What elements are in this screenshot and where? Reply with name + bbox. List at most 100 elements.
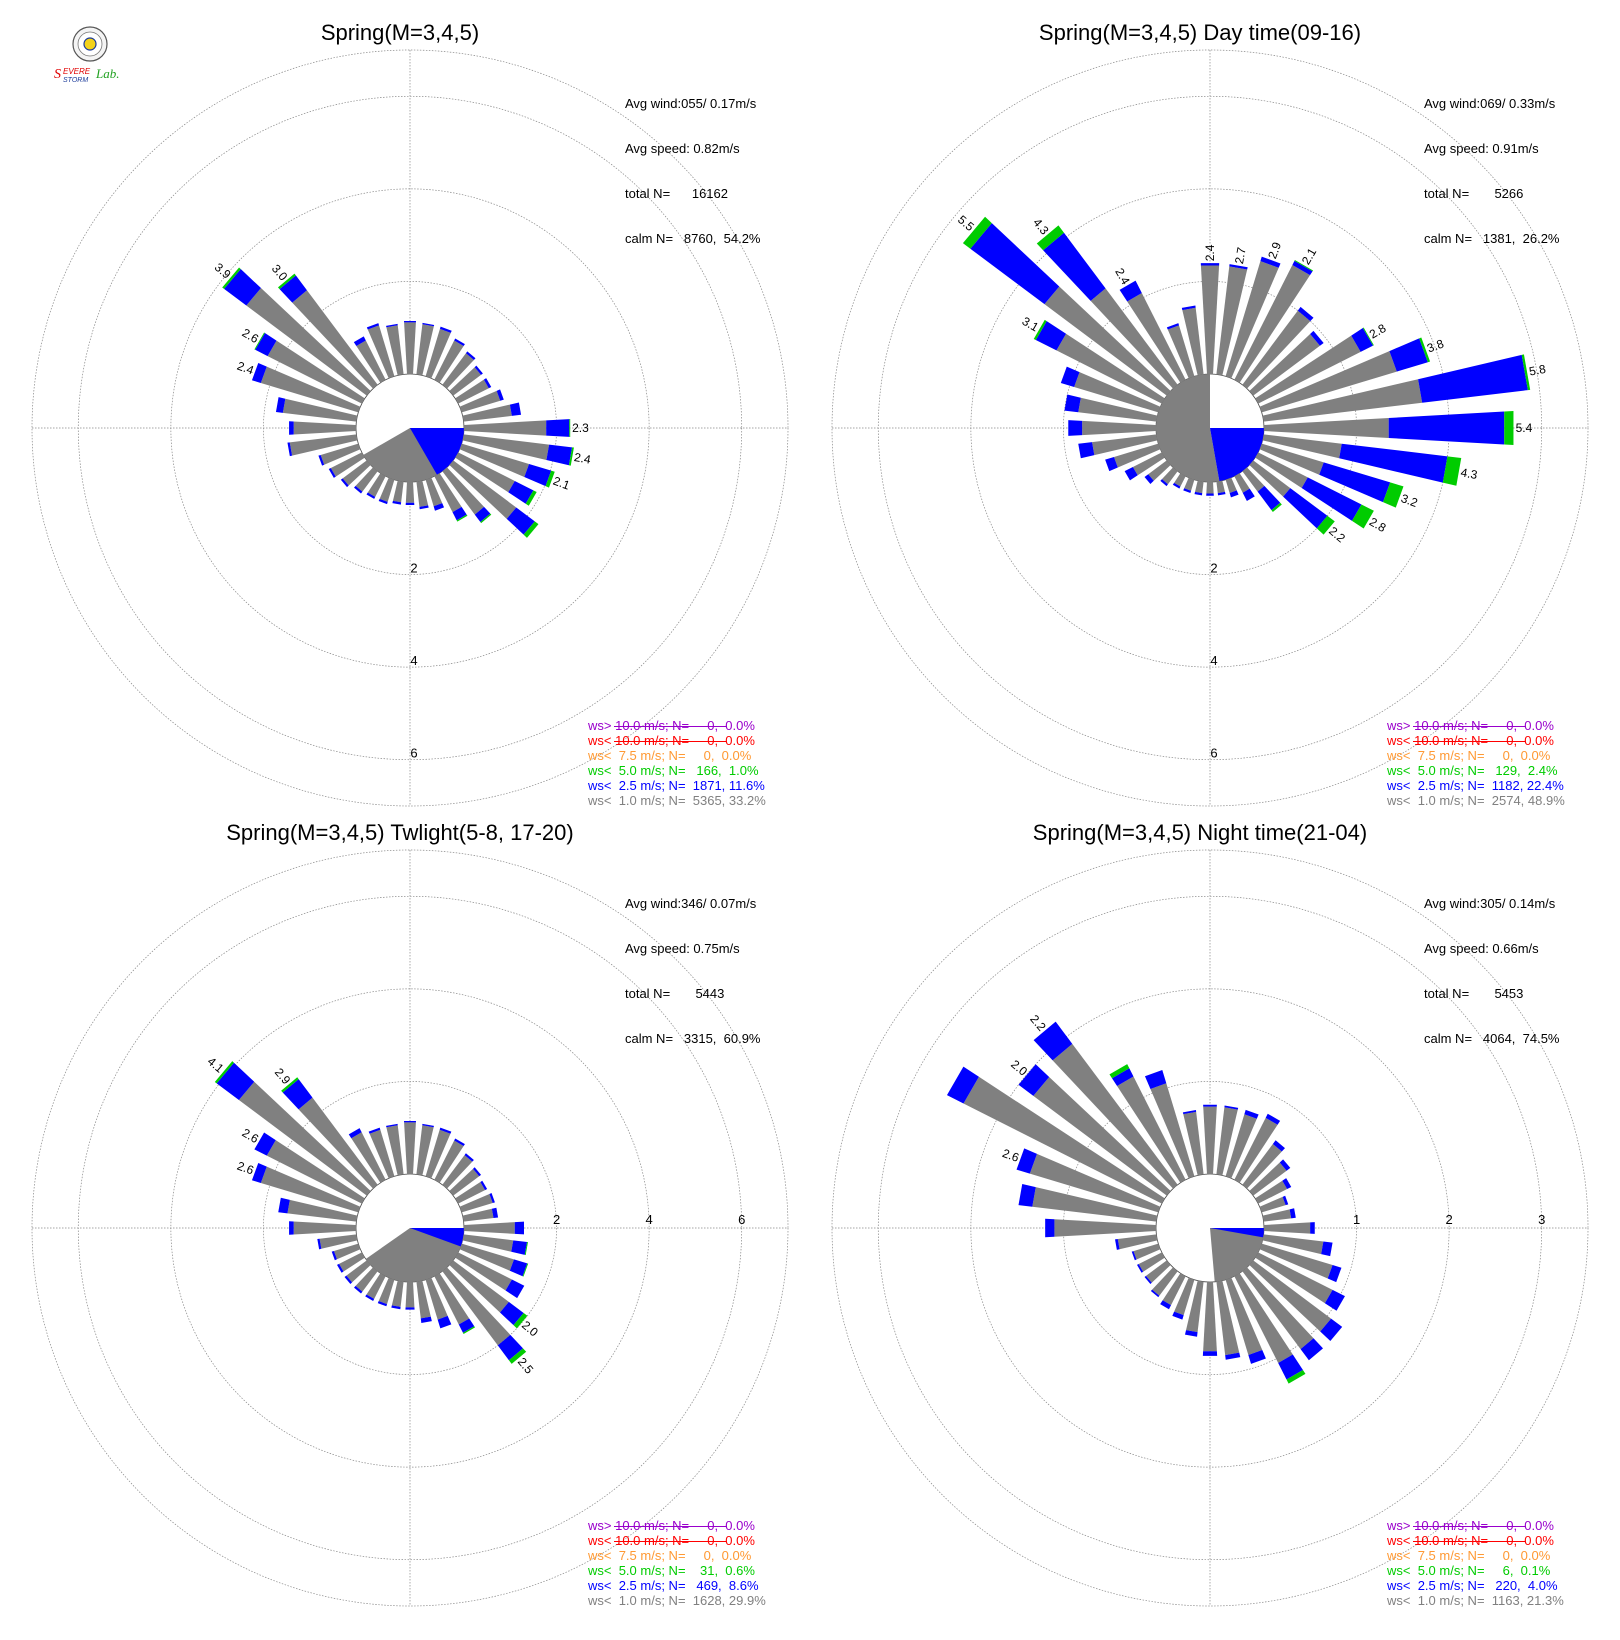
bar-segment-blue [287,442,293,457]
bar-segment-blue [1018,1064,1050,1096]
bar-segment-grey [392,480,404,503]
windrose-panel-spring-night: 1 2 3 2.6 2.0 2.2 Spring(M=3,4,5) Night time(… [800,800,1600,1608]
bar-segment-grey [1184,477,1195,491]
bar-segment-grey [355,467,378,492]
bar-segment-grey [1052,1043,1178,1189]
bar-segment-grey [462,404,512,422]
bar-segment-blue [1310,1222,1315,1234]
bar-segment-grey [386,325,404,376]
windrose-chart: 2 4 62.02.52.62.64.12.9 [31,849,789,1607]
legend-strike-line [614,1526,726,1527]
bar-segment-green [222,267,241,289]
bar-segment-blue [282,1079,313,1110]
bar-segment-blue [1272,1140,1285,1152]
bar-segment-grey [1262,1209,1292,1222]
bar-segment-grey [339,1252,365,1272]
radial-tick-label: 4 [646,1212,653,1227]
bar-segment-blue [509,1259,528,1277]
bar-segment-grey [434,473,462,513]
bar-segment-grey [1255,335,1361,404]
grid-ring [970,988,1450,1468]
radial-tick-label: 2 [553,1212,560,1227]
bar-segment-green [522,1263,529,1277]
svg-text:STORM: STORM [63,77,88,84]
bar-segment-blue [1260,256,1281,268]
legend-entry: ws< 7.5 m/s; N= 0, 0.0% [588,1548,752,1563]
bar-segment-green [1033,319,1047,341]
bar-segment-blue [391,1305,401,1310]
legend-strike-line [1413,1541,1525,1542]
grid-ring [77,895,743,1561]
bar-segment-blue [377,1301,388,1307]
bar-segment-blue [420,1316,432,1323]
bar-segment-grey [1113,443,1161,468]
bar-segment-grey [455,379,489,404]
bar-segment-grey [1148,460,1171,481]
radial-tick-label: 3 [1538,1212,1545,1227]
bar-segment-blue [224,269,261,306]
bar-segment-grey [459,1243,514,1271]
stats-box: Avg wind:069/ 0.33m/s Avg speed: 0.91m/s… [1424,66,1560,276]
bar-segment-green [1316,515,1335,535]
bar-segment-green [568,447,574,466]
bar-segment-grey [1242,467,1265,492]
bar-segment-grey [442,1155,473,1189]
chart-title: Spring(M=3,4,5) [320,20,480,45]
bar-segment-blue [366,323,380,330]
bar-segment-grey [293,1221,357,1235]
bar-segment-blue [1283,488,1328,529]
bar-segment-grey [1259,1196,1286,1213]
legend-strike-line [614,741,726,742]
bar-segment-grey [1054,1219,1157,1237]
grid-ring [877,95,1543,761]
radial-tick-label: 2 [410,561,417,576]
bar-segment-grey [1216,480,1225,494]
bar-segment-green [281,1077,299,1093]
bar-segment-grey [1174,1277,1195,1316]
bar-segment-grey [298,1097,378,1189]
legend-entry: ws< 2.5 m/s; N= 220, 4.0% [1387,1578,1558,1593]
bar-segment-blue [1115,1238,1120,1250]
bar-segment-blue [353,336,366,347]
legend-entry: ws< 10.0 m/s; N= 0, 0.0% [588,733,755,748]
bar-segment-blue [216,1062,255,1100]
bar-segment-blue [1144,1275,1152,1284]
bar-segment-blue [404,1120,416,1123]
legend-strike-line [614,726,726,727]
bar-segment-grey [1029,1153,1161,1213]
bar-segment-blue [1224,1105,1239,1110]
bar-segment-grey [1206,481,1214,494]
bar-segment-blue [452,506,467,521]
bar-segment-blue [1265,1113,1281,1125]
legend-entry: ws< 7.5 m/s; N= 0, 0.0% [588,748,752,763]
bar-segment-grey [1216,1280,1240,1356]
bar-segment-grey [260,1166,361,1213]
legend-entry: ws< 1.0 m/s; N= 1628, 29.9% [588,1593,766,1608]
avg-speed: Avg speed: 0.91m/s [1424,141,1539,156]
bar-segment-grey [1249,1162,1287,1196]
radial-tick-label: 2 [1210,561,1217,576]
bar-segment-blue [474,365,483,375]
bar-segment-blue [1324,1289,1345,1311]
bar-segment-grey [1138,1252,1165,1272]
bar-segment-blue [405,502,415,506]
bar-segment-green [1419,337,1431,363]
bar-segment-grey [1195,480,1204,494]
bar-segment-grey [330,452,365,477]
bar-segment-grey [356,340,386,383]
bar-segment-blue [1202,1351,1218,1356]
bar-segment-grey [1090,288,1178,389]
bar-segment-blue [1016,1148,1037,1174]
radial-tick-label: 2 [1446,1212,1453,1227]
bar-segment-blue [1203,1104,1217,1107]
avg-speed: Avg speed: 0.75m/s [625,941,740,956]
bar-segment-green [1383,482,1404,508]
bar-segment-blue [1124,466,1138,481]
bar-segment-blue [505,1279,525,1299]
bar-segment-green [1271,502,1282,513]
bar-segment-green [1294,259,1314,272]
bar-segment-grey [1263,1222,1311,1234]
bar-segment-grey [1234,1273,1293,1363]
bar-segment-grey [1200,265,1220,375]
